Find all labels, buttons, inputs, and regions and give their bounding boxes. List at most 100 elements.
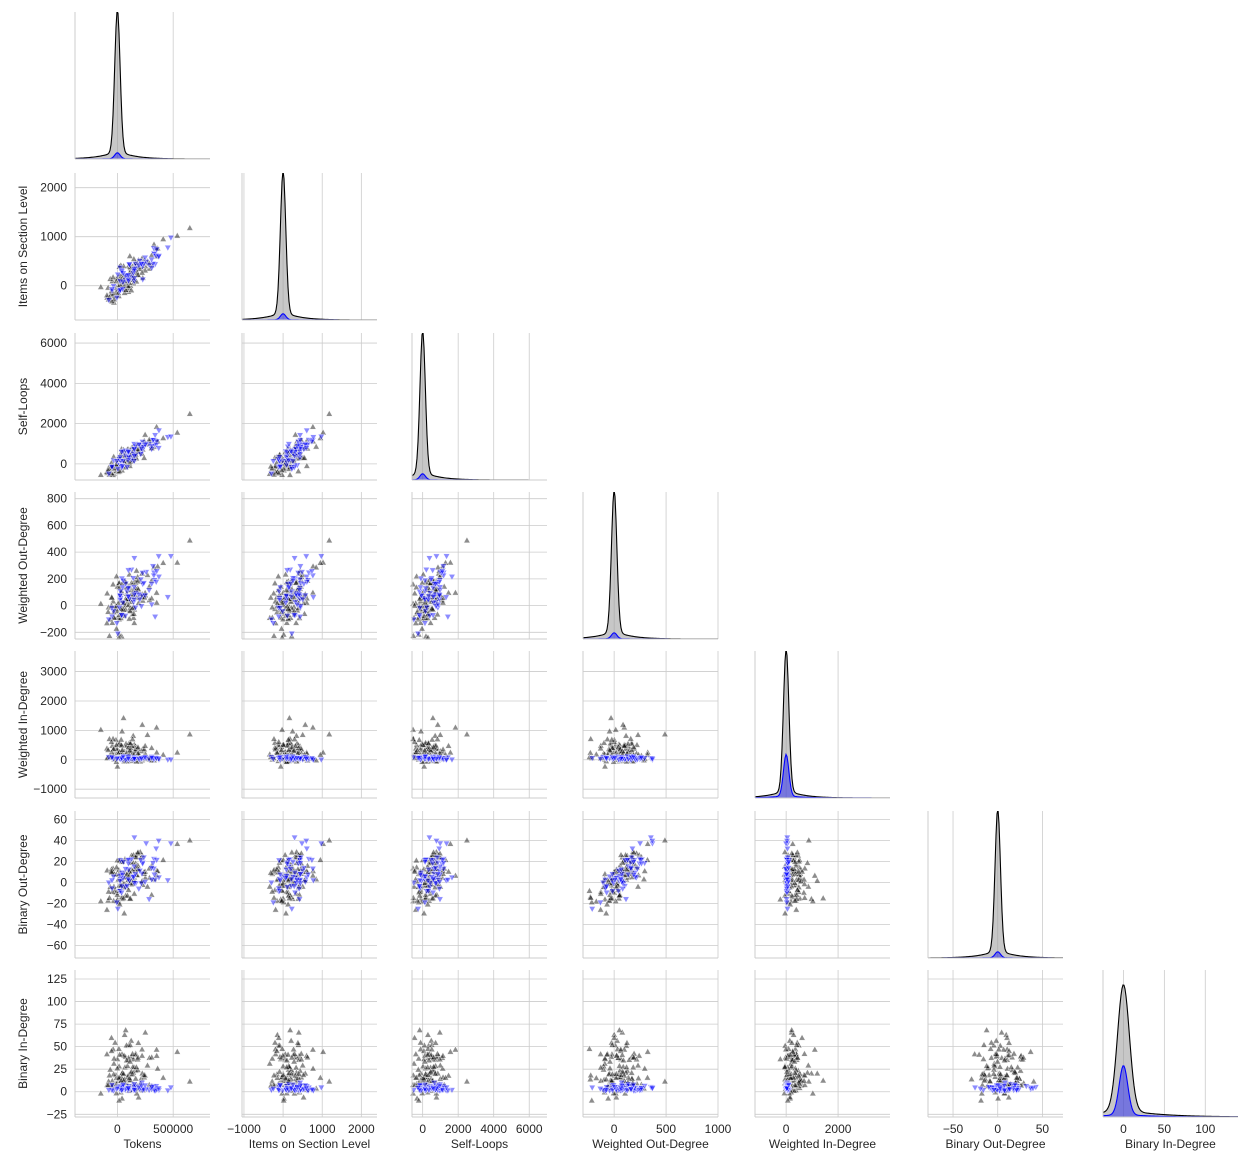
point-4-2-0-35 [463, 730, 471, 737]
xtick-label-1-1: 0 [280, 1122, 287, 1136]
kde-black-3 [583, 492, 718, 639]
point-1-0-1-56 [113, 295, 121, 302]
point-3-2-0-31 [415, 603, 423, 611]
point-4-2-0-14 [417, 727, 425, 734]
point-5-2-0-88 [420, 909, 428, 916]
xtick-label-1-0: −1000 [227, 1122, 261, 1136]
point-6-0-0-57 [97, 1089, 105, 1097]
point-3-0-1-1 [110, 608, 118, 616]
ytick-label-6-4: 75 [54, 1017, 68, 1031]
point-2-1-0-106 [294, 467, 302, 474]
point-5-0-0-88 [120, 909, 128, 916]
point-4-0-0-115 [126, 746, 134, 754]
point-3-0-1-24 [136, 596, 144, 604]
point-6-2-0-100 [433, 1050, 442, 1057]
point-2-1-1-34 [296, 451, 304, 458]
point-3-1-0-22 [271, 579, 279, 586]
ylabel-2: Self-Loops [16, 378, 30, 435]
point-6-5-0-101 [1007, 1063, 1015, 1070]
point-3-1-1-50 [300, 581, 308, 588]
point-3-1-0-96 [278, 633, 286, 641]
point-3-2-0-110 [424, 611, 432, 618]
point-3-2-1-8 [426, 590, 434, 597]
point-3-0-1-59 [119, 577, 127, 585]
point-3-0-1-47 [152, 579, 160, 586]
point-4-2-0-93 [446, 748, 454, 756]
point-6-5-0-56 [992, 1036, 1000, 1044]
point-5-1-0-35 [325, 836, 333, 843]
point-1-0-1-19 [139, 276, 147, 284]
xtick-label-2-2: 4000 [480, 1122, 507, 1136]
point-3-0-0-71 [115, 630, 123, 638]
point-2-1-0-21 [266, 470, 274, 477]
xtick-label-0-1: 500000 [153, 1122, 193, 1136]
point-2-1-1-54 [301, 442, 309, 449]
point-2-1-0-119 [300, 454, 309, 461]
xtick-label-1-2: 1000 [309, 1122, 336, 1136]
point-6-1-0-52 [309, 1045, 317, 1053]
point-4-0-1-15 [108, 755, 116, 762]
xlabel-6: Binary In-Degree [1125, 1137, 1216, 1151]
point-2-0-0-93 [173, 428, 181, 436]
point-3-0-1-35 [131, 605, 139, 612]
point-3-1-1-29 [296, 614, 304, 621]
point-6-3-0-75 [597, 1050, 605, 1057]
point-5-3-0-96 [585, 887, 594, 894]
ylabel-1: Items on Section Level [16, 186, 30, 307]
point-3-2-0-103 [411, 601, 419, 609]
point-3-2-1-26 [425, 555, 434, 562]
ytick-label-4-1: 0 [60, 753, 67, 767]
point-2-1-0-118 [276, 451, 284, 458]
point-1-0-1-28 [164, 245, 172, 252]
point-6-2-0-52 [451, 1045, 460, 1053]
point-5-1-1-21 [298, 840, 306, 848]
point-5-3-0-62 [634, 882, 642, 890]
point-3-2-0-90 [424, 614, 432, 621]
panel-3-0 [74, 492, 210, 641]
point-2-1-1-56 [269, 458, 277, 465]
point-3-0-0-66 [125, 614, 133, 622]
point-2-1-0-98 [297, 435, 305, 443]
point-3-0-1-52 [118, 612, 126, 620]
panel-4-3 [582, 651, 719, 799]
kde-black-1 [242, 173, 377, 320]
point-3-2-0-91 [432, 587, 440, 595]
point-2-1-0-93 [319, 428, 327, 436]
point-2-1-1-46 [283, 449, 291, 457]
point-2-1-0-39 [303, 462, 311, 469]
ytick-label-3-1: 0 [60, 599, 67, 613]
panel-3-2 [409, 492, 547, 641]
point-4-0-0-117 [117, 735, 125, 743]
ytick-label-4-3: 2000 [40, 694, 67, 708]
point-2-1-1-58 [287, 448, 295, 456]
point-3-1-1-44 [308, 568, 316, 575]
point-4-3-0-64 [622, 732, 630, 739]
point-3-2-0-60 [431, 614, 439, 621]
panel-6-2 [409, 970, 547, 1118]
kde-blue-4 [755, 752, 890, 798]
point-4-0-0-108 [118, 746, 126, 753]
point-4-2-0-107 [445, 742, 453, 749]
point-3-0-0-44 [109, 580, 117, 587]
ytick-label-2-2: 4000 [40, 376, 67, 390]
point-3-1-0-90 [295, 614, 303, 621]
point-5-3-1-14 [622, 896, 630, 903]
point-3-0-0-115 [126, 607, 134, 614]
point-3-2-0-41 [418, 624, 426, 632]
point-2-1-1-28 [309, 434, 317, 441]
point-1-0-0-1 [145, 264, 153, 272]
point-3-2-1-41 [436, 584, 444, 591]
point-3-0-1-41 [130, 584, 138, 591]
xtick-label-2-3: 6000 [516, 1122, 543, 1136]
point-1-0-1-29 [151, 261, 159, 269]
point-6-4-0-10 [776, 1055, 784, 1062]
point-3-2-1-15 [416, 613, 424, 621]
point-3-0-1-56 [113, 620, 121, 627]
point-4-3-0-73 [619, 720, 627, 728]
point-1-0-1-57 [155, 253, 163, 261]
point-3-1-0-51 [292, 619, 300, 626]
point-3-0-1-55 [114, 631, 122, 638]
point-3-0-0-52 [153, 588, 161, 596]
point-2-0-1-30 [123, 464, 131, 471]
